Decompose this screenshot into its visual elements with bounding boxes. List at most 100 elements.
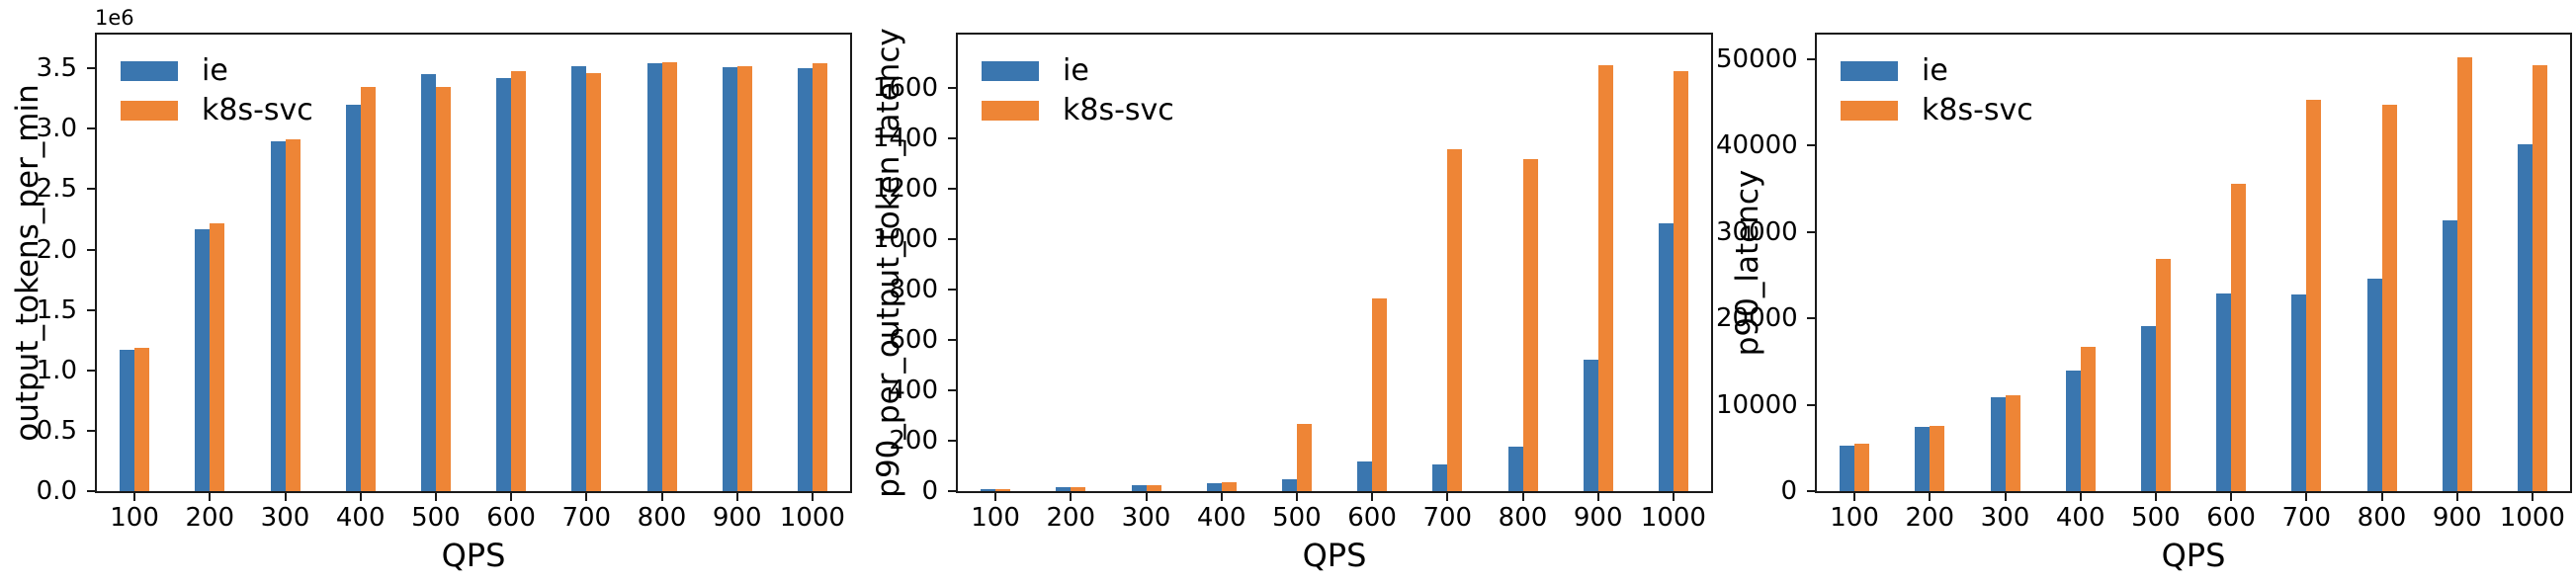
y-tick-mark <box>948 490 956 492</box>
y-tick-mark <box>1807 317 1815 319</box>
x-tick-label: 100 <box>971 503 1020 533</box>
bar-k8s-svc-500 <box>1296 424 1312 491</box>
y-tick-label: 2.5 <box>36 174 77 205</box>
x-tick-mark <box>585 493 588 501</box>
x-tick-mark <box>2004 493 2007 501</box>
x-tick-label: 1000 <box>1640 503 1706 533</box>
x-tick-mark <box>209 493 212 501</box>
x-tick-mark <box>1521 493 1524 501</box>
legend-entry-k8s-svc: k8s-svc <box>982 96 1174 125</box>
x-tick-label: 500 <box>2131 503 2181 533</box>
bar-k8s-svc-200 <box>1930 426 1945 491</box>
y-tick-label: 0 <box>921 476 938 506</box>
bar-k8s-svc-600 <box>1372 298 1388 491</box>
x-tick-label: 700 <box>1422 503 1473 533</box>
legend-swatch-ie <box>982 61 1039 81</box>
bar-ie-900 <box>722 67 737 491</box>
x-tick-label: 900 <box>712 503 762 533</box>
x-tick-mark <box>1853 493 1856 501</box>
y-tick-label: 1000 <box>872 223 938 254</box>
x-tick-label: 300 <box>1121 503 1171 533</box>
x-tick-label: 1000 <box>779 503 845 533</box>
y-tick-mark <box>1807 144 1815 146</box>
bar-ie-800 <box>1507 447 1523 491</box>
x-tick-label: 200 <box>1046 503 1096 533</box>
bar-ie-700 <box>1432 464 1448 491</box>
y-tick-mark <box>948 237 956 240</box>
legend-entry-ie: ie <box>1841 56 2033 86</box>
y-tick-label: 200 <box>889 425 938 456</box>
x-tick-mark <box>2455 493 2458 501</box>
x-tick-mark <box>2154 493 2157 501</box>
legend-entry-k8s-svc: k8s-svc <box>121 96 313 125</box>
x-tick-label: 400 <box>1196 503 1246 533</box>
bar-k8s-svc-300 <box>2005 395 2020 491</box>
x-tick-mark <box>1295 493 1298 501</box>
legend-swatch-ie <box>121 61 178 81</box>
y-tick-mark <box>948 187 956 190</box>
legend-label-ie: ie <box>202 53 228 88</box>
bar-ie-300 <box>1131 485 1147 491</box>
x-tick-mark <box>2230 493 2233 501</box>
y-tick-label: 2.0 <box>36 234 77 265</box>
legend: ie k8s-svc <box>121 56 313 135</box>
bar-ie-200 <box>1915 427 1931 491</box>
plot-area <box>1815 33 2572 493</box>
bar-ie-300 <box>270 141 286 491</box>
legend-label-ie: ie <box>1922 53 1948 88</box>
legend-entry-k8s-svc: k8s-svc <box>1841 96 2033 125</box>
bar-ie-500 <box>420 74 436 491</box>
bar-k8s-svc-700 <box>586 73 602 491</box>
y-tick-label: 600 <box>889 324 938 355</box>
bar-ie-100 <box>981 489 996 491</box>
y-tick-mark <box>948 86 956 89</box>
y-tick-label: 400 <box>889 375 938 405</box>
x-tick-label: 100 <box>1830 503 1879 533</box>
bar-k8s-svc-400 <box>1221 482 1237 491</box>
y-tick-label: 1.0 <box>36 355 77 385</box>
x-tick-mark <box>1371 493 1374 501</box>
x-tick-mark <box>1596 493 1599 501</box>
x-tick-mark <box>2079 493 2082 501</box>
y-tick-mark <box>948 288 956 291</box>
y-tick-label: 1400 <box>872 123 938 153</box>
y-tick-label: 0.5 <box>36 415 77 446</box>
bar-k8s-svc-100 <box>134 348 150 491</box>
bar-k8s-svc-1000 <box>812 63 827 491</box>
bar-k8s-svc-400 <box>2080 347 2096 491</box>
axis-offset-text: 1e6 <box>95 6 134 30</box>
legend-entry-ie: ie <box>982 56 1174 86</box>
x-tick-mark <box>994 493 997 501</box>
x-tick-label: 600 <box>486 503 536 533</box>
legend-label-ie: ie <box>1063 53 1089 88</box>
y-tick-label: 800 <box>889 274 938 304</box>
x-tick-mark <box>1446 493 1449 501</box>
bar-k8s-svc-900 <box>2456 57 2472 491</box>
x-tick-label: 500 <box>1272 503 1322 533</box>
legend-swatch-k8s-svc <box>982 101 1039 121</box>
legend-swatch-k8s-svc <box>121 101 178 121</box>
bar-k8s-svc-900 <box>736 66 752 491</box>
y-tick-label: 40000 <box>1716 130 1798 160</box>
chart-p90-per-output-token-latency: p90_per_output_token_latency 0 200 400 600 80… <box>861 0 1720 585</box>
x-tick-mark <box>510 493 513 501</box>
y-tick-mark <box>1807 230 1815 233</box>
x-axis-label: QPS <box>441 537 506 574</box>
bar-ie-100 <box>120 350 135 491</box>
x-axis-label: QPS <box>2161 537 2226 574</box>
x-tick-label: 700 <box>561 503 612 533</box>
y-tick-label: 3.5 <box>36 53 77 84</box>
x-tick-mark <box>811 493 814 501</box>
bar-k8s-svc-300 <box>285 139 301 491</box>
x-tick-label: 400 <box>2055 503 2105 533</box>
y-tick-mark <box>87 248 95 251</box>
bar-ie-1000 <box>797 68 813 491</box>
bar-k8s-svc-200 <box>210 223 225 491</box>
bar-ie-1000 <box>1658 223 1674 491</box>
x-tick-label: 900 <box>2432 503 2482 533</box>
y-tick-label: 50000 <box>1716 43 1798 74</box>
y-tick-mark <box>87 490 95 492</box>
bar-ie-900 <box>2442 220 2457 491</box>
plot-area <box>956 33 1713 493</box>
legend-label-k8s-svc: k8s-svc <box>1063 93 1174 127</box>
